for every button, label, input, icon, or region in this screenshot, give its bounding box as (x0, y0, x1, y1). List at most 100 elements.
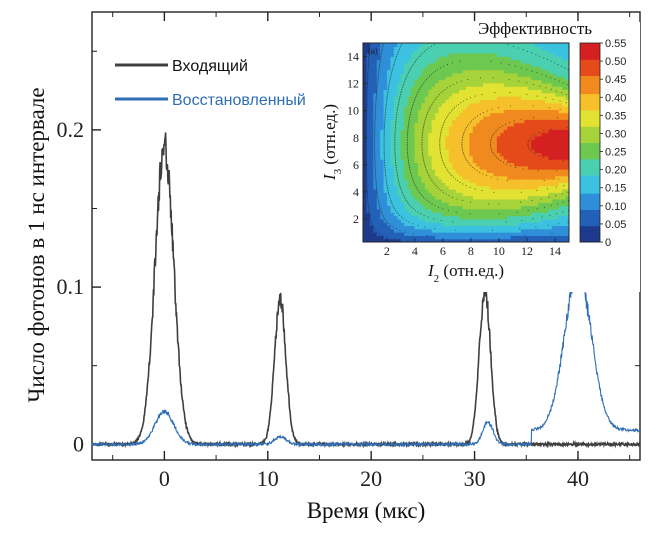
contour-point (366, 108, 368, 110)
heatmap-cell (369, 76, 374, 81)
heatmap-cell (469, 169, 474, 173)
contour-point (411, 206, 413, 208)
contour-point (405, 219, 407, 221)
heatmap-cell (459, 152, 464, 157)
heatmap-cell (531, 43, 536, 47)
heatmap-cell (369, 112, 374, 117)
heatmap-cell (435, 238, 440, 242)
contour-point (368, 50, 370, 52)
heatmap-cell (520, 52, 525, 57)
heatmap-cell (534, 52, 539, 57)
heatmap-cell (387, 43, 392, 47)
contour-point (384, 113, 386, 115)
heatmap-cell (517, 235, 522, 240)
heatmap-cell (431, 212, 436, 217)
heatmap-cell (424, 122, 429, 127)
heatmap-cell (380, 76, 385, 81)
contour-point (379, 60, 381, 62)
contour-point (365, 158, 367, 160)
heatmap-cell (455, 188, 460, 193)
heatmap-cell (534, 142, 539, 147)
contour-point (433, 183, 435, 185)
heatmap-cell (493, 106, 498, 110)
heatmap-cell (400, 59, 405, 64)
heatmap-cell (565, 172, 569, 177)
colorbar-cell (580, 86, 600, 89)
heatmap-cell (404, 169, 409, 173)
heatmap-cell (500, 185, 505, 190)
heatmap-cell (400, 99, 405, 104)
heatmap-cell (428, 132, 433, 137)
contour-point (545, 75, 547, 77)
heatmap-cell (424, 192, 429, 197)
heatmap-cell (472, 56, 477, 61)
heatmap-cell (469, 129, 474, 134)
heatmap-cell (428, 145, 433, 150)
heatmap-cell (435, 82, 440, 87)
heatmap-cell (400, 212, 405, 217)
heatmap-cell (459, 56, 464, 61)
heatmap-cell (544, 119, 549, 124)
heatmap-cell (544, 52, 549, 57)
contour-point (412, 178, 414, 180)
heatmap-cell (369, 119, 374, 124)
contour-point (393, 238, 395, 240)
heatmap-cell (541, 69, 546, 74)
heatmap-cell (376, 205, 381, 210)
heatmap-cell (455, 165, 460, 170)
heatmap-cell (479, 79, 484, 84)
contour-point (390, 75, 392, 77)
heatmap-cell (514, 208, 519, 213)
heatmap-cell (435, 155, 440, 160)
heatmap-cell (548, 92, 553, 97)
contour-point (509, 105, 512, 107)
heatmap-cell (548, 119, 553, 124)
heatmap-cell (510, 222, 515, 227)
heatmap-cell (438, 62, 443, 67)
contour-point (431, 103, 433, 105)
heatmap-cell (363, 235, 368, 240)
heatmap-cell (510, 165, 515, 170)
heatmap-cell (428, 49, 433, 54)
heatmap-cell (490, 82, 495, 87)
heatmap-cell (510, 228, 515, 233)
heatmap-cell (469, 132, 474, 137)
heatmap-cell (534, 139, 539, 144)
heatmap-cell (373, 72, 378, 77)
heatmap-cell (500, 132, 505, 137)
heatmap-cell (548, 218, 553, 223)
heatmap-cell (514, 92, 519, 97)
heatmap-cell (462, 46, 467, 51)
heatmap-cell (507, 102, 512, 107)
heatmap-cell (517, 152, 522, 157)
heatmap-cell (363, 172, 368, 177)
heatmap-cell (466, 192, 471, 197)
heatmap-cell (496, 152, 501, 157)
contour-point (528, 140, 530, 142)
heatmap-cell (551, 169, 556, 173)
heatmap-cell (445, 112, 450, 117)
heatmap-cell (544, 155, 549, 160)
colorbar-cell (580, 109, 600, 113)
heatmap-cell (514, 202, 519, 207)
heatmap-cell (383, 192, 388, 197)
contour-point (498, 203, 500, 205)
heatmap-cell (517, 232, 522, 236)
heatmap-cell (514, 212, 519, 217)
heatmap-cell (524, 155, 529, 160)
contour-point (385, 105, 387, 107)
heatmap-cell (363, 99, 368, 104)
heatmap-cell (366, 76, 371, 81)
contour-point (366, 168, 368, 170)
heatmap-cell (435, 139, 440, 144)
heatmap-cell (544, 159, 549, 163)
heatmap-cell (565, 182, 569, 187)
heatmap-cell (520, 155, 525, 160)
heatmap-cell (544, 106, 549, 110)
colorbar-cell (580, 167, 600, 171)
heatmap-cell (483, 169, 488, 173)
heatmap-cell (376, 228, 381, 233)
heatmap-cell (527, 202, 532, 207)
heatmap-cell (493, 238, 498, 242)
heatmap-cell (510, 178, 515, 183)
